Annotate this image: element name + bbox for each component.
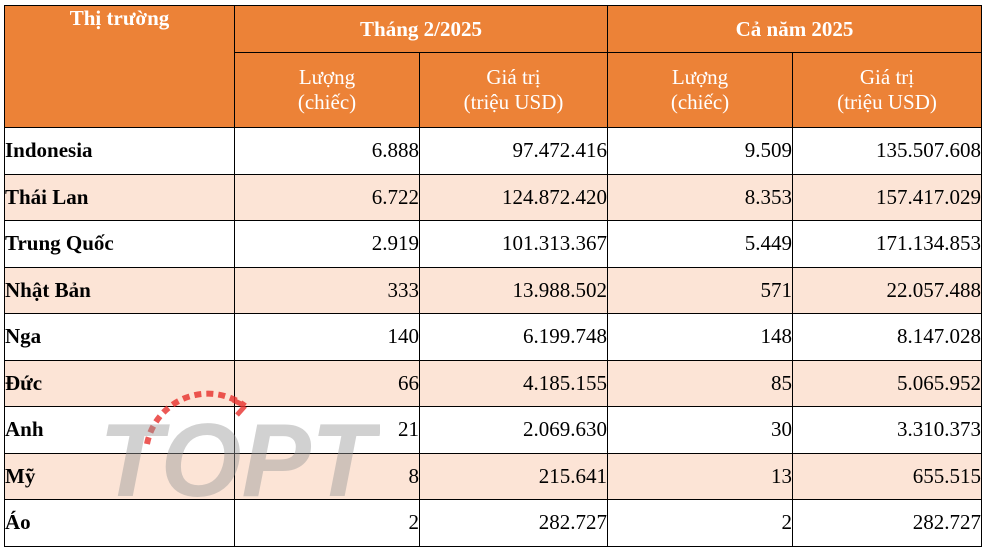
export-table: Thị trường Tháng 2/2025 Cả năm 2025 Lượn… <box>4 5 983 547</box>
month-qty-header: Lượng (chiếc) <box>234 52 420 128</box>
year-value-cell: 5.065.952 <box>792 359 983 407</box>
month-value-cell: 124.872.420 <box>418 173 609 221</box>
market-name: Anh <box>4 406 235 454</box>
year-value-header: Giá trị (triệu USD) <box>792 52 983 128</box>
month-value-cell: 97.472.416 <box>418 127 609 175</box>
year-qty-cell: 85 <box>607 359 794 407</box>
year-value-cell: 157.417.029 <box>792 173 983 221</box>
market-name: Mỹ <box>4 452 235 500</box>
month-value-cell: 13.988.502 <box>418 266 609 314</box>
year-value-cell: 8.147.028 <box>792 313 983 361</box>
month-value-cell: 6.199.748 <box>418 313 609 361</box>
month-value-cell: 2.069.630 <box>418 406 609 454</box>
year-value-cell: 282.727 <box>792 499 983 547</box>
month-value-header: Giá trị (triệu USD) <box>418 52 609 128</box>
year-qty-cell: 9.509 <box>607 127 794 175</box>
month-value-cell: 101.313.367 <box>418 220 609 268</box>
month-qty-cell: 333 <box>234 266 420 314</box>
market-name: Nhật Bản <box>4 266 235 314</box>
table-row: Mỹ 8 215.641 13 655.515 <box>4 452 983 500</box>
year-qty-cell: 571 <box>607 266 794 314</box>
market-name: Nga <box>4 313 235 361</box>
year-value-cell: 3.310.373 <box>792 406 983 454</box>
market-name: Thái Lan <box>4 173 235 221</box>
year-value-cell: 655.515 <box>792 452 983 500</box>
table-row: Áo 2 282.727 2 282.727 <box>4 499 983 547</box>
year-value-cell: 22.057.488 <box>792 266 983 314</box>
month-group-header: Tháng 2/2025 <box>233 5 609 53</box>
year-value-cell: 135.507.608 <box>792 127 983 175</box>
year-value-cell: 171.134.853 <box>792 220 983 268</box>
month-qty-cell: 66 <box>234 359 420 407</box>
year-qty-cell: 148 <box>607 313 794 361</box>
table-row: Đức 66 4.185.155 85 5.065.952 <box>4 359 983 407</box>
year-group-header: Cả năm 2025 <box>607 5 983 53</box>
table-row: Thái Lan 6.722 124.872.420 8.353 157.417… <box>4 173 983 221</box>
month-value-cell: 215.641 <box>418 452 609 500</box>
table-row: Indonesia 6.888 97.472.416 9.509 135.507… <box>4 127 983 175</box>
table-row: Anh 21 2.069.630 30 3.310.373 <box>4 406 983 454</box>
month-qty-cell: 2.919 <box>234 220 420 268</box>
table-row: Trung Quốc 2.919 101.313.367 5.449 171.1… <box>4 220 983 268</box>
month-qty-cell: 21 <box>234 406 420 454</box>
year-qty-cell: 2 <box>607 499 794 547</box>
month-qty-cell: 2 <box>234 499 420 547</box>
market-name: Đức <box>4 359 235 407</box>
table-row: Nga 140 6.199.748 148 8.147.028 <box>4 313 983 361</box>
market-name: Áo <box>4 499 235 547</box>
header-row-groups: Thị trường Tháng 2/2025 Cả năm 2025 <box>4 5 983 128</box>
month-qty-cell: 6.722 <box>234 173 420 221</box>
month-value-cell: 282.727 <box>418 499 609 547</box>
month-qty-cell: 6.888 <box>234 127 420 175</box>
market-column-header: Thị trường <box>4 5 235 128</box>
year-qty-cell: 8.353 <box>607 173 794 221</box>
year-qty-cell: 13 <box>607 452 794 500</box>
year-qty-header: Lượng (chiếc) <box>607 52 794 128</box>
month-qty-cell: 140 <box>234 313 420 361</box>
market-name: Indonesia <box>4 127 235 175</box>
year-qty-cell: 30 <box>607 406 794 454</box>
table-row: Nhật Bản 333 13.988.502 571 22.057.488 <box>4 266 983 314</box>
year-qty-cell: 5.449 <box>607 220 794 268</box>
month-qty-cell: 8 <box>234 452 420 500</box>
header-row-columns: Lượng (chiếc) Giá trị (triệu USD) Lượng (ch… <box>5 52 983 128</box>
month-value-cell: 4.185.155 <box>418 359 609 407</box>
market-name: Trung Quốc <box>4 220 235 268</box>
